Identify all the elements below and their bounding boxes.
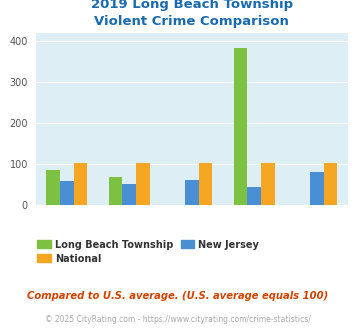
Text: © 2025 CityRating.com - https://www.cityrating.com/crime-statistics/: © 2025 CityRating.com - https://www.city… xyxy=(45,315,310,324)
Text: Compared to U.S. average. (U.S. average equals 100): Compared to U.S. average. (U.S. average … xyxy=(27,291,328,301)
Title: 2019 Long Beach Township
Violent Crime Comparison: 2019 Long Beach Township Violent Crime C… xyxy=(91,0,293,28)
Bar xyxy=(60,181,73,205)
Bar xyxy=(310,172,323,205)
Bar xyxy=(247,187,261,205)
Bar xyxy=(234,48,247,205)
Bar xyxy=(109,177,122,205)
Bar xyxy=(73,163,87,205)
Bar xyxy=(122,184,136,205)
Legend: Long Beach Township, National, New Jersey: Long Beach Township, National, New Jerse… xyxy=(33,236,263,267)
Bar xyxy=(185,180,198,205)
Bar xyxy=(46,170,60,205)
Bar xyxy=(323,163,337,205)
Bar xyxy=(198,163,212,205)
Bar xyxy=(261,163,275,205)
Bar xyxy=(136,163,150,205)
